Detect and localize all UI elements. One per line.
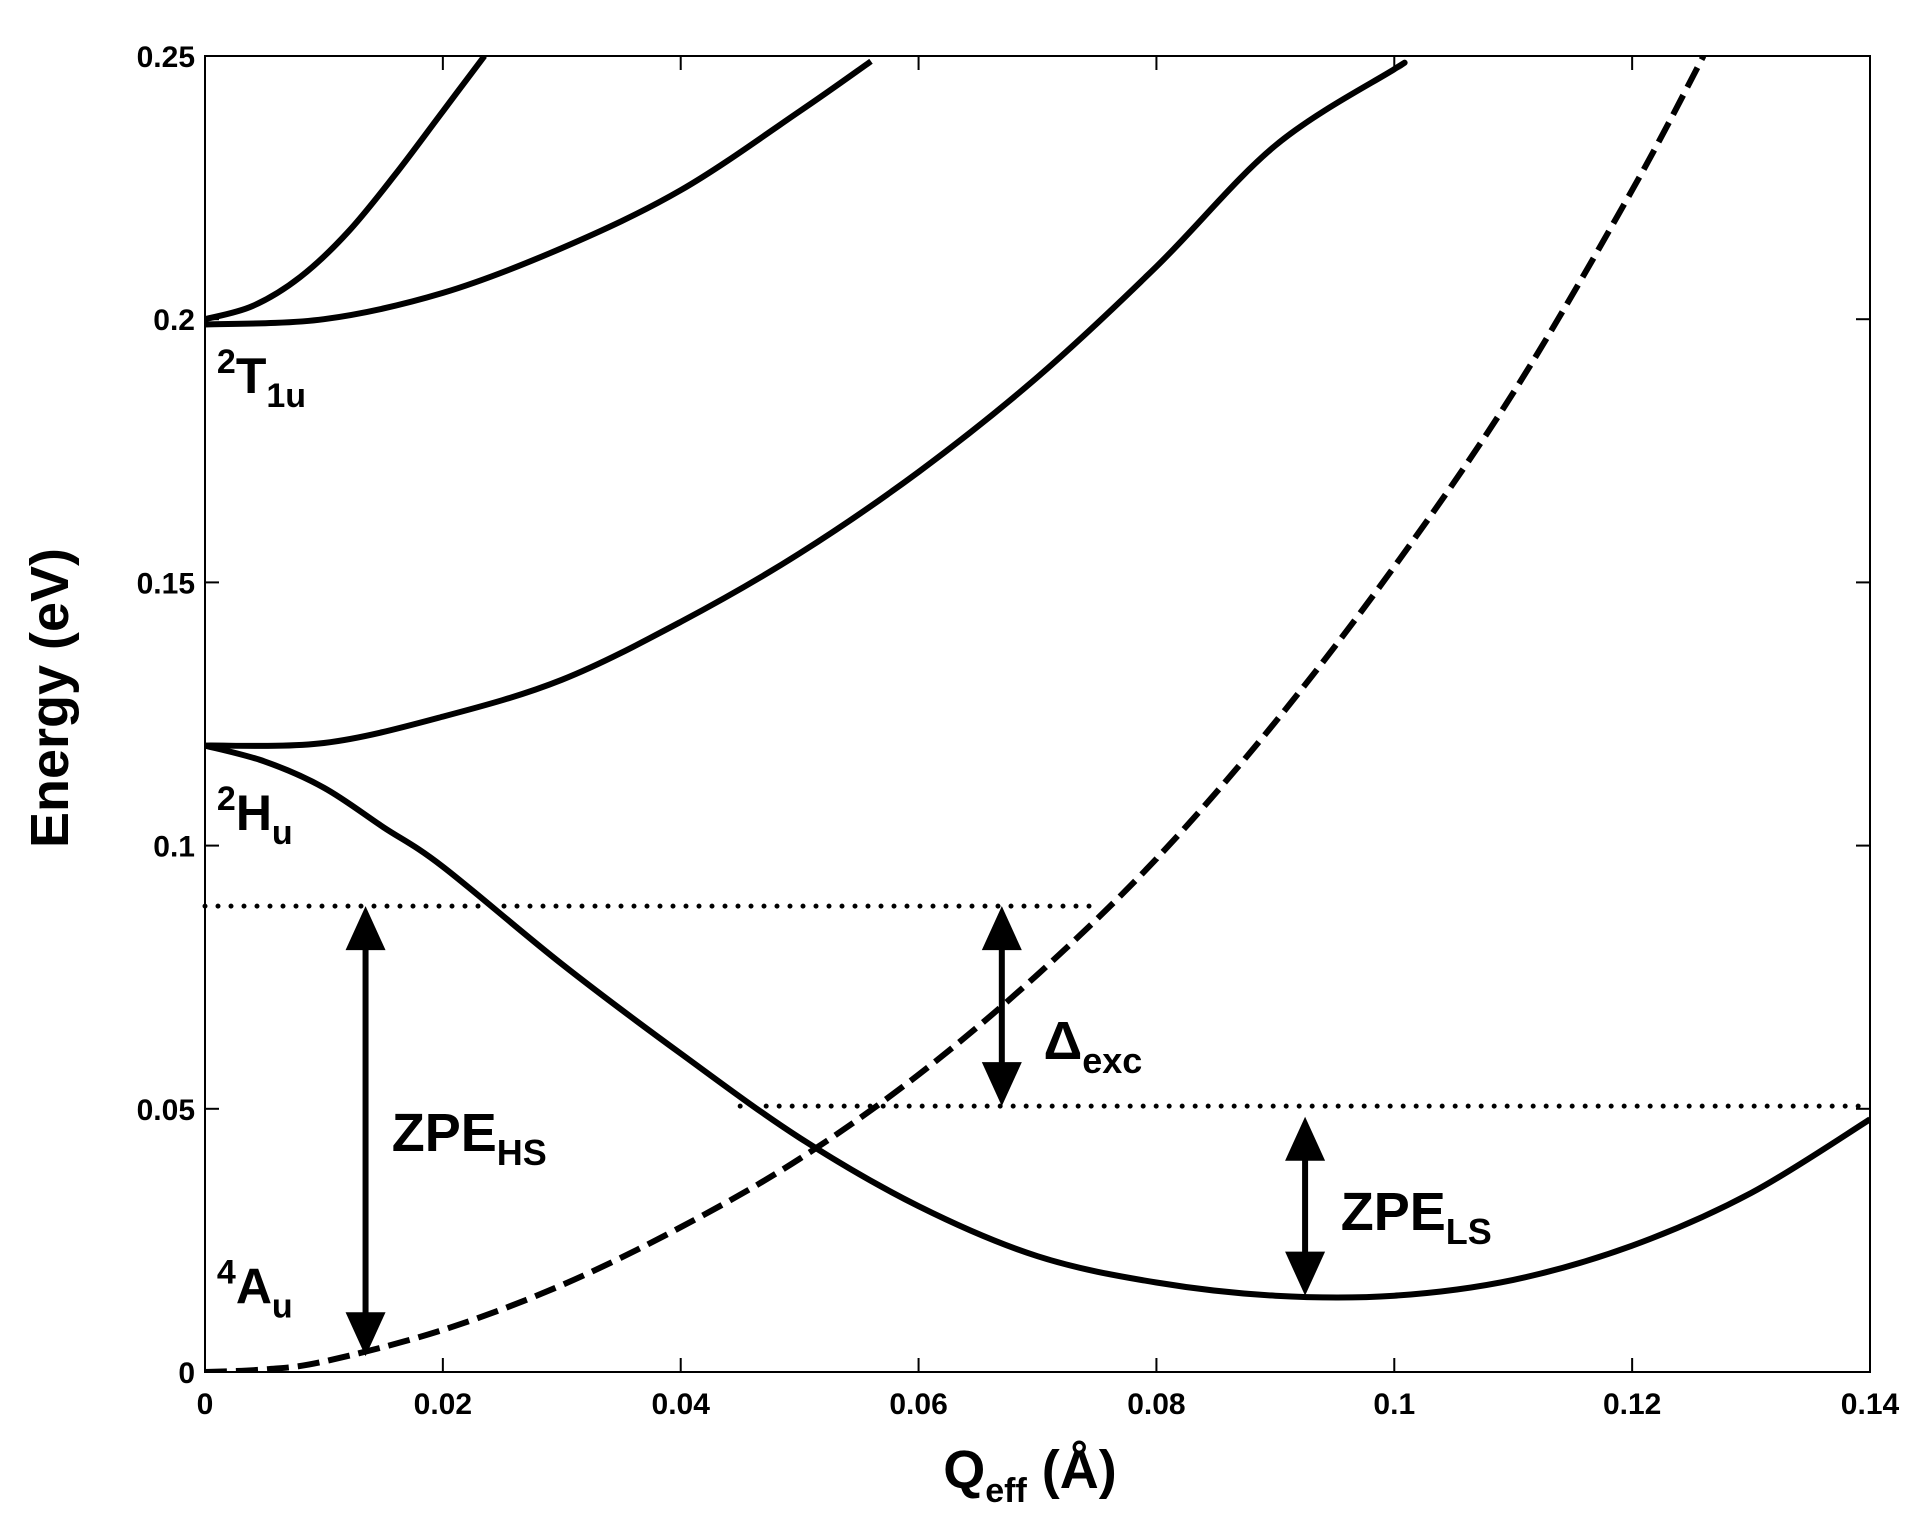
annotation-main: Δ <box>1043 1011 1082 1071</box>
state-label-sup: 2 <box>217 780 236 818</box>
x-tick-label: 0 <box>197 1388 214 1421</box>
annotation-2: Δexc <box>1043 1011 1142 1081</box>
y-axis-label: Energy (eV) <box>20 548 80 848</box>
annotation-1: ZPEHS <box>392 1103 547 1173</box>
annotation-3: ZPELS <box>1341 1182 1492 1252</box>
double-arrow-2 <box>981 906 1022 1107</box>
state-label-sub: u <box>272 1288 293 1326</box>
arrow-head-up <box>1285 1116 1326 1161</box>
state-label-sub: u <box>272 814 293 852</box>
reference-lines-layer <box>202 903 1873 1109</box>
x-tick-label: 0.02 <box>414 1388 472 1421</box>
annotation-sub: HS <box>497 1132 547 1173</box>
x-tick-label: 0.14 <box>1841 1388 1900 1421</box>
series-curve-4 <box>205 742 1870 1301</box>
double-arrow-1 <box>345 906 386 1357</box>
state-label-main: T <box>236 348 267 404</box>
annotation-main: ZPE <box>1341 1182 1446 1242</box>
x-tick-label: 0.04 <box>652 1388 711 1421</box>
state-label-main: H <box>236 785 272 841</box>
annotation-sub: exc <box>1082 1040 1142 1081</box>
x-tick-label: 0.12 <box>1603 1388 1661 1421</box>
arrow-head-down <box>981 1062 1022 1107</box>
y-tick-label: 0 <box>178 1357 195 1390</box>
state-label-sub: 1u <box>266 377 306 415</box>
annotation-sub: LS <box>1446 1211 1492 1252</box>
x-tick-label: 0.06 <box>889 1388 947 1421</box>
ticks-layer: 0 0.02 0.04 0.06 0.08 0.1 0.12 0.14 0 0.05 0.1 0.15… <box>137 41 1900 1421</box>
arrow-head-up <box>345 906 386 951</box>
arrow-head-down <box>1285 1251 1326 1296</box>
arrow-head-down <box>345 1312 386 1357</box>
series-curve-1 <box>205 56 487 323</box>
curves-layer <box>205 56 1870 1372</box>
state-label-3: 4Au <box>217 1254 293 1326</box>
y-tick-label: 0.1 <box>153 831 195 864</box>
x-axis-label-unit: (Å) <box>1027 1440 1117 1500</box>
y-tick-label: 0.05 <box>137 1094 195 1127</box>
state-label-main: A <box>236 1259 272 1315</box>
double-arrow-3 <box>1285 1116 1326 1296</box>
series-curve-5 <box>205 56 1707 1372</box>
state-label-1: 2T1u <box>217 343 306 415</box>
series-curve-2 <box>205 58 873 328</box>
plot-frame <box>204 55 1871 1373</box>
y-tick-label: 0.2 <box>153 304 195 337</box>
x-tick-label: 0.1 <box>1373 1388 1415 1421</box>
annotation-main: ZPE <box>392 1103 497 1163</box>
state-label-2: 2Hu <box>217 780 293 852</box>
y-tick-label: 0.25 <box>137 41 195 74</box>
x-axis-label-sub: eff <box>985 1472 1027 1510</box>
arrows-layer <box>345 906 1326 1357</box>
x-tick-label: 0.08 <box>1127 1388 1185 1421</box>
x-axis-label-main: Q <box>943 1440 985 1500</box>
state-label-sup: 2 <box>217 343 236 381</box>
x-axis-label: Qeff (Å) <box>943 1440 1117 1510</box>
arrow-head-up <box>981 906 1022 951</box>
y-tick-label: 0.15 <box>137 567 195 600</box>
series-curve-3 <box>205 59 1408 749</box>
state-label-sup: 4 <box>217 1254 236 1292</box>
